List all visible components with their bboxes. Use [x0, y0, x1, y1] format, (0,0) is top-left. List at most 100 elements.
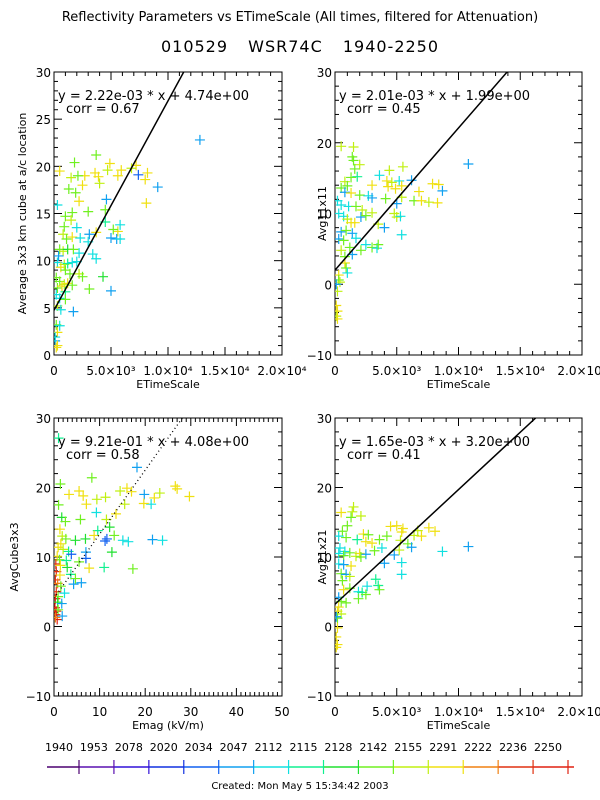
data-point: [149, 492, 160, 503]
y-axis-title: Avg21x21: [316, 530, 329, 585]
data-point: [395, 211, 406, 222]
fit-correlation: corr = 0.45: [347, 102, 421, 117]
data-point: [355, 212, 366, 223]
data-point: [170, 481, 181, 492]
legend-label: 2250: [534, 741, 562, 754]
data-point: [112, 226, 123, 237]
legend-label: 2155: [394, 741, 422, 754]
data-point: [423, 522, 434, 533]
data-point: [463, 541, 474, 552]
data-point: [75, 514, 86, 525]
data-point: [106, 285, 116, 296]
data-point: [109, 530, 120, 541]
data-point: [59, 588, 70, 599]
data-point: [379, 222, 390, 233]
y-tick-label: 10: [36, 551, 51, 565]
data-point: [344, 571, 355, 582]
data-point: [335, 233, 344, 244]
y-tick-label: 20: [36, 160, 51, 174]
data-point: [54, 320, 65, 331]
fit-correlation: corr = 0.41: [347, 448, 421, 463]
data-point: [339, 187, 350, 198]
data-point: [335, 631, 342, 642]
data-point: [58, 246, 69, 257]
data-point: [338, 584, 349, 595]
data-point: [54, 200, 63, 211]
data-point: [348, 141, 359, 152]
data-point: [111, 508, 122, 519]
x-tick-label: 5.0×10³: [372, 705, 421, 719]
data-point: [54, 327, 63, 338]
y-tick-label: 20: [36, 482, 51, 496]
x-tick-label: 2.0×10⁴: [557, 705, 600, 719]
data-point: [347, 506, 358, 517]
legend-label: 2047: [220, 741, 248, 754]
fit-equation: y = 1.65e-03 * x + 3.20e+00: [339, 435, 530, 450]
y-tick-label: 5: [43, 302, 51, 316]
data-point: [335, 313, 343, 324]
data-point: [54, 433, 64, 444]
data-point: [98, 271, 109, 282]
data-point: [108, 224, 119, 235]
data-point: [74, 196, 85, 207]
data-point: [353, 593, 364, 604]
data-point: [55, 479, 66, 490]
legend-label: 2020: [150, 741, 178, 754]
data-point: [349, 217, 360, 228]
chart-panel-top-right: 05.0×10³1.0×10⁴1.5×10⁴2.0×10⁴−100102030E…: [307, 66, 600, 391]
x-axis-title: ETimeScale: [427, 719, 491, 732]
data-point: [157, 535, 168, 546]
data-point: [70, 573, 81, 584]
x-tick-label: 5.0×10³: [86, 364, 135, 378]
data-point: [335, 639, 343, 650]
data-point: [390, 183, 401, 194]
x-tick-label: 1.5×10⁴: [496, 364, 545, 378]
data-point: [63, 546, 74, 557]
data-point: [54, 586, 62, 597]
data-point: [100, 492, 111, 503]
data-point: [370, 574, 381, 585]
y-tick-label: 0: [324, 278, 332, 292]
x-tick-label: 50: [274, 705, 289, 719]
data-point: [335, 279, 342, 290]
data-point: [65, 569, 76, 580]
data-point: [396, 557, 407, 568]
data-point: [54, 332, 61, 343]
data-point: [56, 598, 67, 609]
data-point: [335, 300, 342, 311]
data-point: [432, 197, 443, 208]
x-tick-label: 40: [229, 705, 244, 719]
legend-label: 1953: [80, 741, 108, 754]
data-point: [74, 248, 85, 259]
y-tick-label: 10: [317, 208, 332, 222]
data-point: [54, 570, 65, 581]
data-point: [339, 176, 350, 187]
data-points: [54, 433, 195, 625]
data-point: [335, 602, 344, 613]
x-tick-label: 0: [331, 364, 339, 378]
data-point: [66, 172, 77, 183]
data-point: [437, 185, 448, 196]
data-point: [138, 498, 149, 509]
legend-label: 2034: [185, 741, 213, 754]
data-point: [430, 526, 441, 537]
data-point: [94, 178, 105, 189]
data-point: [89, 530, 100, 541]
data-point: [336, 200, 347, 211]
data-point: [335, 286, 343, 297]
data-point: [71, 222, 82, 233]
legend-label: 2128: [324, 741, 352, 754]
data-point: [367, 180, 378, 191]
data-point: [55, 560, 66, 571]
data-point: [60, 211, 71, 222]
data-point: [338, 559, 349, 570]
data-point: [335, 558, 344, 569]
data-point: [115, 485, 126, 496]
data-point: [152, 182, 163, 193]
data-point: [336, 568, 347, 579]
data-points: [335, 141, 474, 324]
data-point: [335, 531, 344, 542]
data-point: [60, 294, 71, 305]
data-point: [406, 175, 417, 186]
